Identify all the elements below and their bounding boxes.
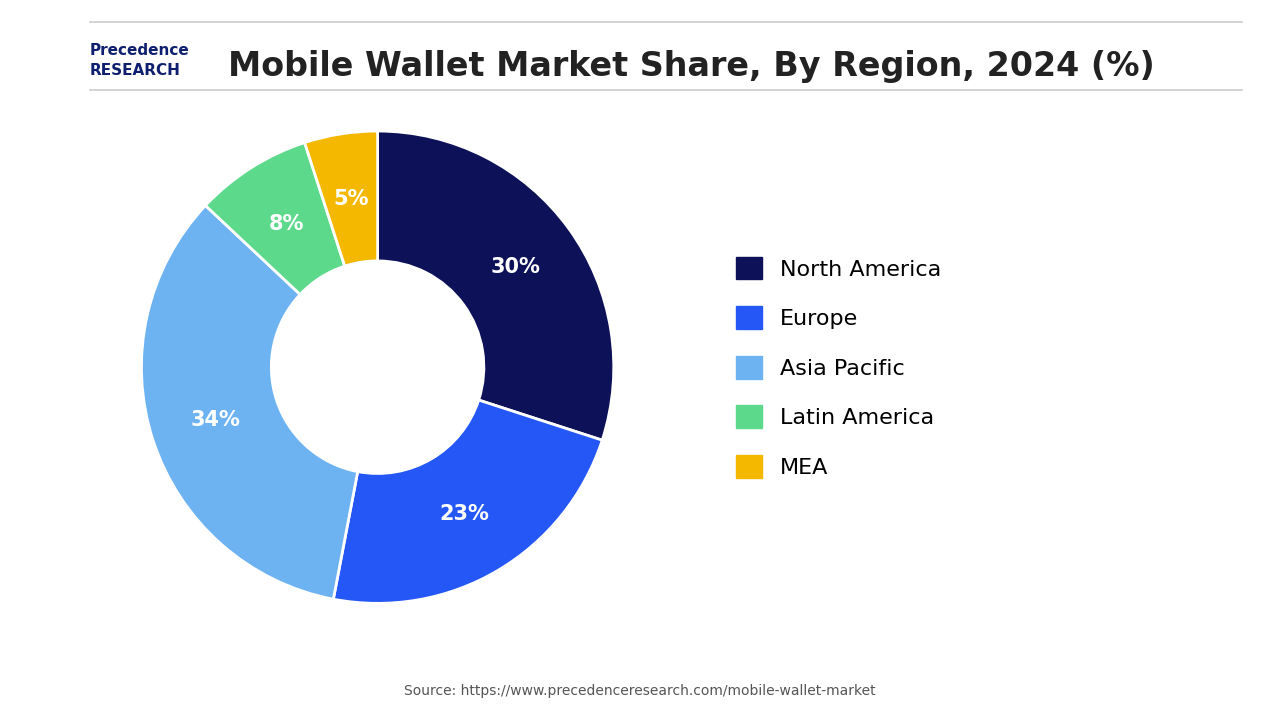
Wedge shape <box>206 143 344 294</box>
Text: Source: https://www.precedenceresearch.com/mobile-wallet-market: Source: https://www.precedenceresearch.c… <box>404 685 876 698</box>
Text: 23%: 23% <box>439 503 489 523</box>
Wedge shape <box>142 205 357 599</box>
Wedge shape <box>333 400 602 603</box>
Wedge shape <box>305 131 378 266</box>
Wedge shape <box>378 131 613 440</box>
Text: 5%: 5% <box>333 189 369 210</box>
Text: Mobile Wallet Market Share, By Region, 2024 (%): Mobile Wallet Market Share, By Region, 2… <box>228 50 1155 84</box>
Text: Precedence
RESEARCH: Precedence RESEARCH <box>90 43 189 78</box>
Legend: North America, Europe, Asia Pacific, Latin America, MEA: North America, Europe, Asia Pacific, Lat… <box>713 235 964 500</box>
Text: 8%: 8% <box>269 214 305 233</box>
Text: 34%: 34% <box>191 410 241 430</box>
Text: 30%: 30% <box>490 257 540 277</box>
